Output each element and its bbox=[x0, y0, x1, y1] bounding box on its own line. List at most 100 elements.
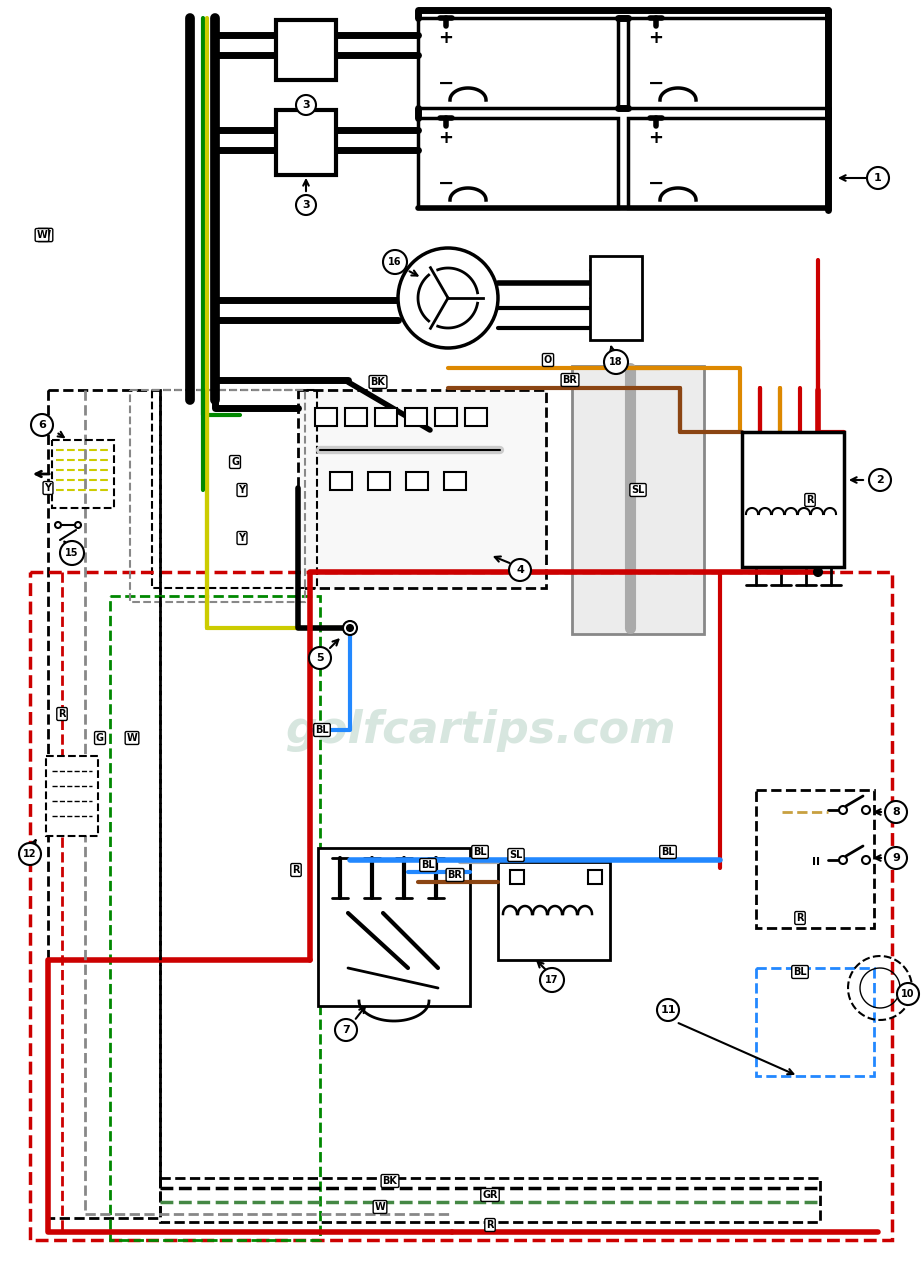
Bar bbox=[315, 408, 337, 426]
Circle shape bbox=[31, 414, 53, 436]
Text: 9: 9 bbox=[892, 853, 900, 863]
Text: G: G bbox=[231, 457, 239, 467]
Circle shape bbox=[296, 195, 316, 215]
Bar bbox=[498, 863, 610, 960]
Circle shape bbox=[398, 248, 498, 349]
Text: A2: A2 bbox=[772, 443, 785, 452]
Bar bbox=[375, 408, 397, 426]
Circle shape bbox=[885, 847, 907, 869]
Circle shape bbox=[55, 522, 61, 528]
Text: 5: 5 bbox=[316, 653, 323, 663]
Text: R: R bbox=[58, 709, 66, 719]
Bar bbox=[628, 18, 828, 109]
Text: R: R bbox=[292, 865, 299, 875]
Circle shape bbox=[540, 967, 564, 991]
Bar bbox=[160, 1178, 820, 1223]
Text: 8: 8 bbox=[893, 807, 900, 817]
Text: II: II bbox=[812, 858, 820, 866]
Text: −: − bbox=[648, 173, 664, 192]
Text: G: G bbox=[96, 733, 104, 743]
Text: 1: 1 bbox=[874, 173, 881, 183]
Text: S1: S1 bbox=[822, 443, 835, 452]
Circle shape bbox=[347, 625, 353, 632]
Bar bbox=[318, 847, 470, 1007]
Bar bbox=[756, 789, 874, 928]
Bar bbox=[330, 472, 352, 490]
Circle shape bbox=[897, 983, 919, 1005]
Bar bbox=[435, 408, 457, 426]
Text: 15: 15 bbox=[66, 548, 79, 558]
Bar bbox=[52, 440, 114, 508]
Circle shape bbox=[839, 806, 847, 813]
Circle shape bbox=[335, 1019, 357, 1041]
Text: 17: 17 bbox=[545, 975, 559, 985]
Bar bbox=[628, 117, 828, 208]
Text: 4: 4 bbox=[517, 565, 524, 575]
Circle shape bbox=[60, 541, 84, 565]
Bar bbox=[46, 757, 98, 836]
Bar bbox=[590, 256, 642, 340]
Text: +: + bbox=[439, 29, 454, 47]
Circle shape bbox=[839, 856, 847, 864]
Bar bbox=[298, 390, 546, 589]
Bar bbox=[742, 432, 844, 567]
Bar bbox=[276, 20, 336, 80]
Bar bbox=[756, 967, 874, 1076]
Text: BL: BL bbox=[793, 967, 807, 978]
Text: S2: S2 bbox=[748, 443, 760, 452]
Circle shape bbox=[309, 647, 331, 669]
Text: 6: 6 bbox=[38, 421, 46, 429]
Text: SL: SL bbox=[631, 485, 645, 495]
Bar bbox=[510, 870, 524, 884]
Text: 3: 3 bbox=[302, 100, 310, 110]
Bar bbox=[368, 472, 390, 490]
Text: O: O bbox=[544, 355, 553, 365]
Text: −: − bbox=[648, 73, 664, 92]
Text: W: W bbox=[37, 230, 47, 240]
Text: −: − bbox=[595, 317, 609, 335]
Text: W: W bbox=[374, 1202, 385, 1212]
Text: R: R bbox=[796, 913, 804, 923]
Bar bbox=[276, 110, 336, 176]
Text: R: R bbox=[486, 1220, 493, 1230]
Bar bbox=[418, 117, 618, 208]
Text: 2: 2 bbox=[629, 293, 635, 303]
Text: 10: 10 bbox=[901, 989, 915, 999]
Circle shape bbox=[75, 522, 81, 528]
Bar bbox=[406, 472, 428, 490]
Bar bbox=[152, 390, 317, 589]
Bar bbox=[110, 596, 320, 1240]
Bar bbox=[405, 408, 427, 426]
Text: −: − bbox=[438, 73, 455, 92]
Text: BL: BL bbox=[315, 725, 329, 735]
Text: 16: 16 bbox=[388, 256, 402, 266]
Circle shape bbox=[885, 801, 907, 823]
Text: BR: BR bbox=[563, 375, 578, 385]
Text: 7: 7 bbox=[342, 1026, 350, 1034]
Text: GR: GR bbox=[482, 1190, 498, 1200]
Text: 18: 18 bbox=[609, 357, 623, 368]
Text: +: + bbox=[439, 129, 454, 147]
Circle shape bbox=[867, 167, 889, 189]
Text: Y: Y bbox=[238, 485, 246, 495]
Text: SL: SL bbox=[509, 850, 523, 860]
Bar bbox=[444, 472, 466, 490]
Circle shape bbox=[862, 856, 870, 864]
Bar bbox=[345, 408, 367, 426]
Text: 11: 11 bbox=[661, 1005, 675, 1015]
Text: 2: 2 bbox=[876, 475, 884, 485]
Text: BL: BL bbox=[473, 847, 487, 858]
Circle shape bbox=[19, 842, 41, 865]
Text: +: + bbox=[649, 29, 663, 47]
Circle shape bbox=[869, 469, 891, 491]
Circle shape bbox=[343, 621, 357, 635]
Circle shape bbox=[296, 95, 316, 115]
Text: W: W bbox=[39, 230, 51, 240]
Text: BK: BK bbox=[383, 1176, 397, 1186]
Text: −: − bbox=[438, 173, 455, 192]
Bar bbox=[465, 408, 487, 426]
Text: Y: Y bbox=[238, 533, 246, 543]
Bar bbox=[48, 390, 160, 1218]
Circle shape bbox=[604, 350, 628, 374]
Text: W: W bbox=[127, 733, 138, 743]
